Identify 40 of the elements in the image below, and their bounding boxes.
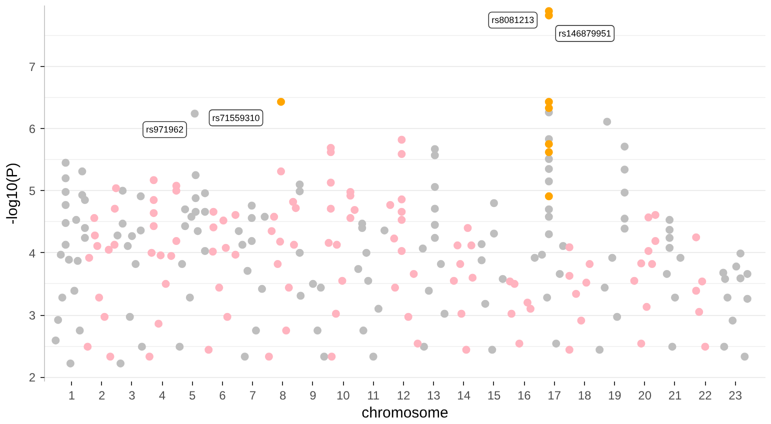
x-tick-label: 12 xyxy=(396,388,410,402)
x-tick-label: 19 xyxy=(608,388,622,402)
x-tick-label: 10 xyxy=(336,388,350,402)
x-tick-label: 6 xyxy=(219,388,226,402)
y-axis-title: -log10(P) xyxy=(4,162,21,224)
point xyxy=(544,140,553,148)
annotation: rs971962 xyxy=(146,124,184,135)
x-tick-label: 1 xyxy=(68,388,76,402)
x-tick-label: 8 xyxy=(279,388,286,402)
x-tick-label: 11 xyxy=(367,388,380,402)
x-tick-label: 2 xyxy=(98,388,106,402)
y-tick-label: 3 xyxy=(28,308,36,322)
point xyxy=(544,192,553,200)
x-tick-label: 21 xyxy=(668,388,682,402)
x-tick-label: 18 xyxy=(578,388,592,402)
point xyxy=(277,98,286,106)
x-tick-label: 22 xyxy=(698,388,712,402)
x-tick-label: 20 xyxy=(638,388,652,402)
x-tick-label: 13 xyxy=(426,388,441,402)
x-tick-label: 14 xyxy=(457,388,471,402)
x-tick-label: 4 xyxy=(158,388,166,402)
x-tick-label: 15 xyxy=(487,388,501,402)
x-tick-label: 3 xyxy=(128,388,136,402)
y-tick-label: 4 xyxy=(28,246,36,260)
x-tick-label: 23 xyxy=(728,388,742,402)
x-tick-label: 16 xyxy=(517,388,532,402)
y-tick-label: 6 xyxy=(28,122,36,136)
x-tick-label: 17 xyxy=(548,388,562,402)
annotation: rs146879951 xyxy=(558,28,612,38)
x-tick-label: 5 xyxy=(188,388,196,402)
x-axis-title: chromosome xyxy=(362,404,448,422)
point xyxy=(544,148,553,156)
y-tick-label: 7 xyxy=(28,60,36,74)
annotation: rs8081213 xyxy=(492,15,534,26)
annotation: rs71559310 xyxy=(212,112,260,123)
x-tick-label: 9 xyxy=(310,388,317,402)
x-tick-label: 7 xyxy=(249,388,256,402)
point xyxy=(544,104,553,112)
y-tick-label: 2 xyxy=(28,370,36,385)
y-tick-label: 5 xyxy=(28,184,36,198)
